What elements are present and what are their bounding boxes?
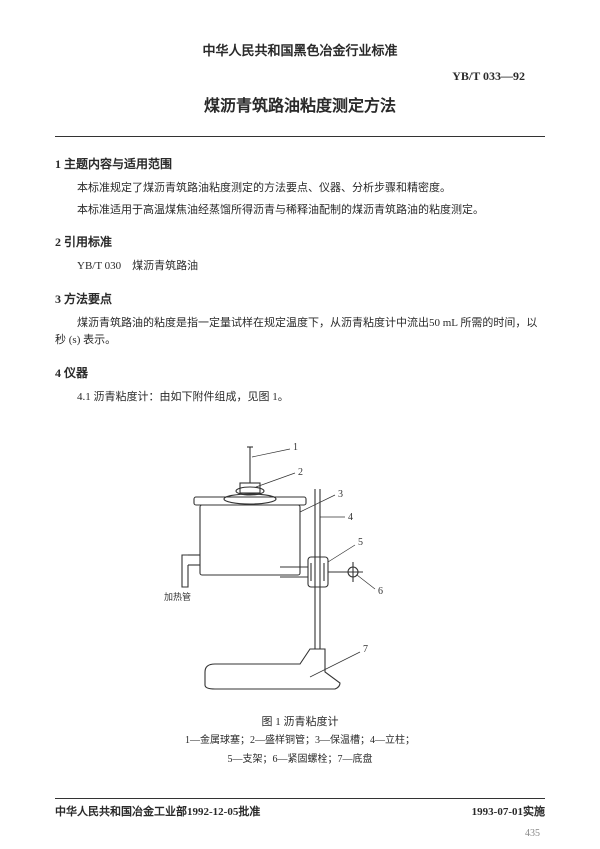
callout-5: 5 [358, 537, 363, 548]
section-2-p1: YB/T 030 煤沥青筑路油 [55, 258, 545, 276]
section-1-p2: 本标准适用于高温煤焦油经蒸馏所得沥青与稀释油配制的煤沥青筑路油的粘度测定。 [55, 202, 545, 220]
page-number: 435 [525, 828, 540, 839]
section-2-heading: 2 引用标准 [55, 233, 545, 250]
callout-7: 7 [363, 644, 368, 655]
viscometer-diagram: 1 2 3 4 5 6 7 加热管 [160, 417, 440, 707]
callout-1: 1 [293, 442, 298, 453]
figure-1: 1 2 3 4 5 6 7 加热管 图 1 沥青粘度计 1—金属球塞；2—盛样铜… [55, 417, 545, 767]
main-title: 煤沥青筑路油粘度测定方法 [55, 92, 545, 116]
section-3-heading: 3 方法要点 [55, 290, 545, 307]
figure-caption: 图 1 沥青粘度计 [55, 713, 545, 729]
callout-4: 4 [348, 512, 353, 523]
figure-legend-2: 5—支架；6—紧固螺栓；7—底盘 [55, 752, 545, 767]
section-1-p1: 本标准规定了煤沥青筑路油粘度测定的方法要点、仪器、分析步骤和精密度。 [55, 180, 545, 198]
section-3-p1: 煤沥青筑路油的粘度是指一定量试样在规定温度下，从沥青粘度计中流出50 mL 所需… [55, 315, 545, 350]
section-1-heading: 1 主题内容与适用范围 [55, 155, 545, 172]
footer-left: 中华人民共和国冶金工业部1992-12-05批准 [55, 803, 260, 819]
figure-legend-1: 1—金属球塞；2—盛样铜管；3—保温槽；4—立柱； [55, 733, 545, 748]
document-code: YB/T 033—92 [55, 69, 545, 84]
org-title: 中华人民共和国黑色冶金行业标准 [55, 40, 545, 59]
section-4-p1: 4.1 沥青粘度计：由如下附件组成，见图 1。 [55, 389, 545, 407]
callout-3: 3 [338, 489, 343, 500]
title-divider [55, 136, 545, 137]
callout-6: 6 [378, 586, 383, 597]
heater-label: 加热管 [164, 591, 191, 602]
section-4-heading: 4 仪器 [55, 364, 545, 381]
callout-2: 2 [298, 467, 303, 478]
footer-bar: 中华人民共和国冶金工业部1992-12-05批准 1993-07-01实施 [55, 798, 545, 819]
footer-right: 1993-07-01实施 [472, 803, 545, 819]
